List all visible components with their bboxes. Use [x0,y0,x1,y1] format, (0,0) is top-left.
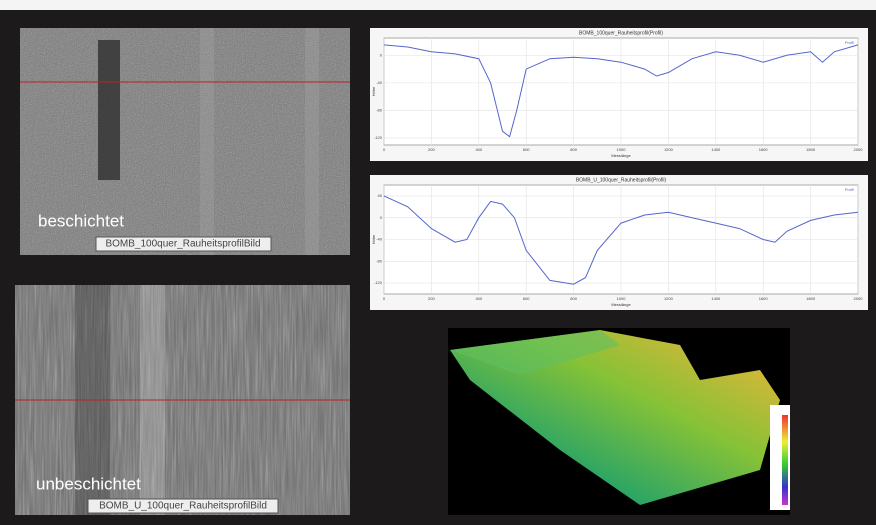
x-tick-label: 2000 [854,296,864,301]
x-tick-label: 800 [570,296,577,301]
top-band [0,0,876,10]
x-tick-label: 1200 [664,147,674,152]
x-tick-label: 400 [475,147,482,152]
slide: beschichtet BOMB_100quer_RauheitsprofilB… [0,0,876,525]
x-tick-label: 200 [428,147,435,152]
y-tick-label: -80 [376,258,383,263]
y-tick-label: -40 [376,80,383,85]
x-tick-label: 1200 [664,296,674,301]
x-tick-label: 1600 [759,147,769,152]
chart-title: BOMB_100quer_Rauheitsprofil(Profil) [579,30,663,36]
y-tick-label: -40 [376,237,383,242]
x-tick-label: 400 [475,296,482,301]
image-label: BOMB_U_100quer_RauheitsprofilBild [99,501,267,512]
canvas: beschichtet BOMB_100quer_RauheitsprofilB… [0,0,876,525]
x-tick-label: 600 [523,147,530,152]
x-axis-label: Messlänge [611,302,631,307]
x-tick-label: 1000 [617,147,627,152]
legend-entry: Profil [845,40,854,45]
y-tick-label: -120 [374,135,383,140]
x-tick-label: 1800 [806,296,816,301]
y-tick-label: -120 [374,280,383,285]
3d-surface [448,328,790,515]
y-tick-label: -80 [376,108,383,113]
x-tick-label: 1800 [806,147,816,152]
y-axis-label: Höhe [371,86,376,96]
x-tick-label: 1000 [617,296,627,301]
image-caption: unbeschichtet [36,474,141,493]
x-tick-label: 200 [428,296,435,301]
chart-title: BOMB_U_100quer_Rauheitsprofil(Profil) [576,177,667,183]
x-tick-label: 600 [523,296,530,301]
x-tick-label: 1400 [711,296,721,301]
image-caption: beschichtet [38,211,124,230]
x-tick-label: 1400 [711,147,721,152]
legend-entry: Profil [845,187,854,192]
x-tick-label: 2000 [854,147,864,152]
x-tick-label: 1600 [759,296,769,301]
x-tick-label: 800 [570,147,577,152]
image-label: BOMB_100quer_RauheitsprofilBild [105,239,260,250]
y-tick-label: 40 [378,193,383,198]
x-axis-label: Messlänge [611,153,631,158]
